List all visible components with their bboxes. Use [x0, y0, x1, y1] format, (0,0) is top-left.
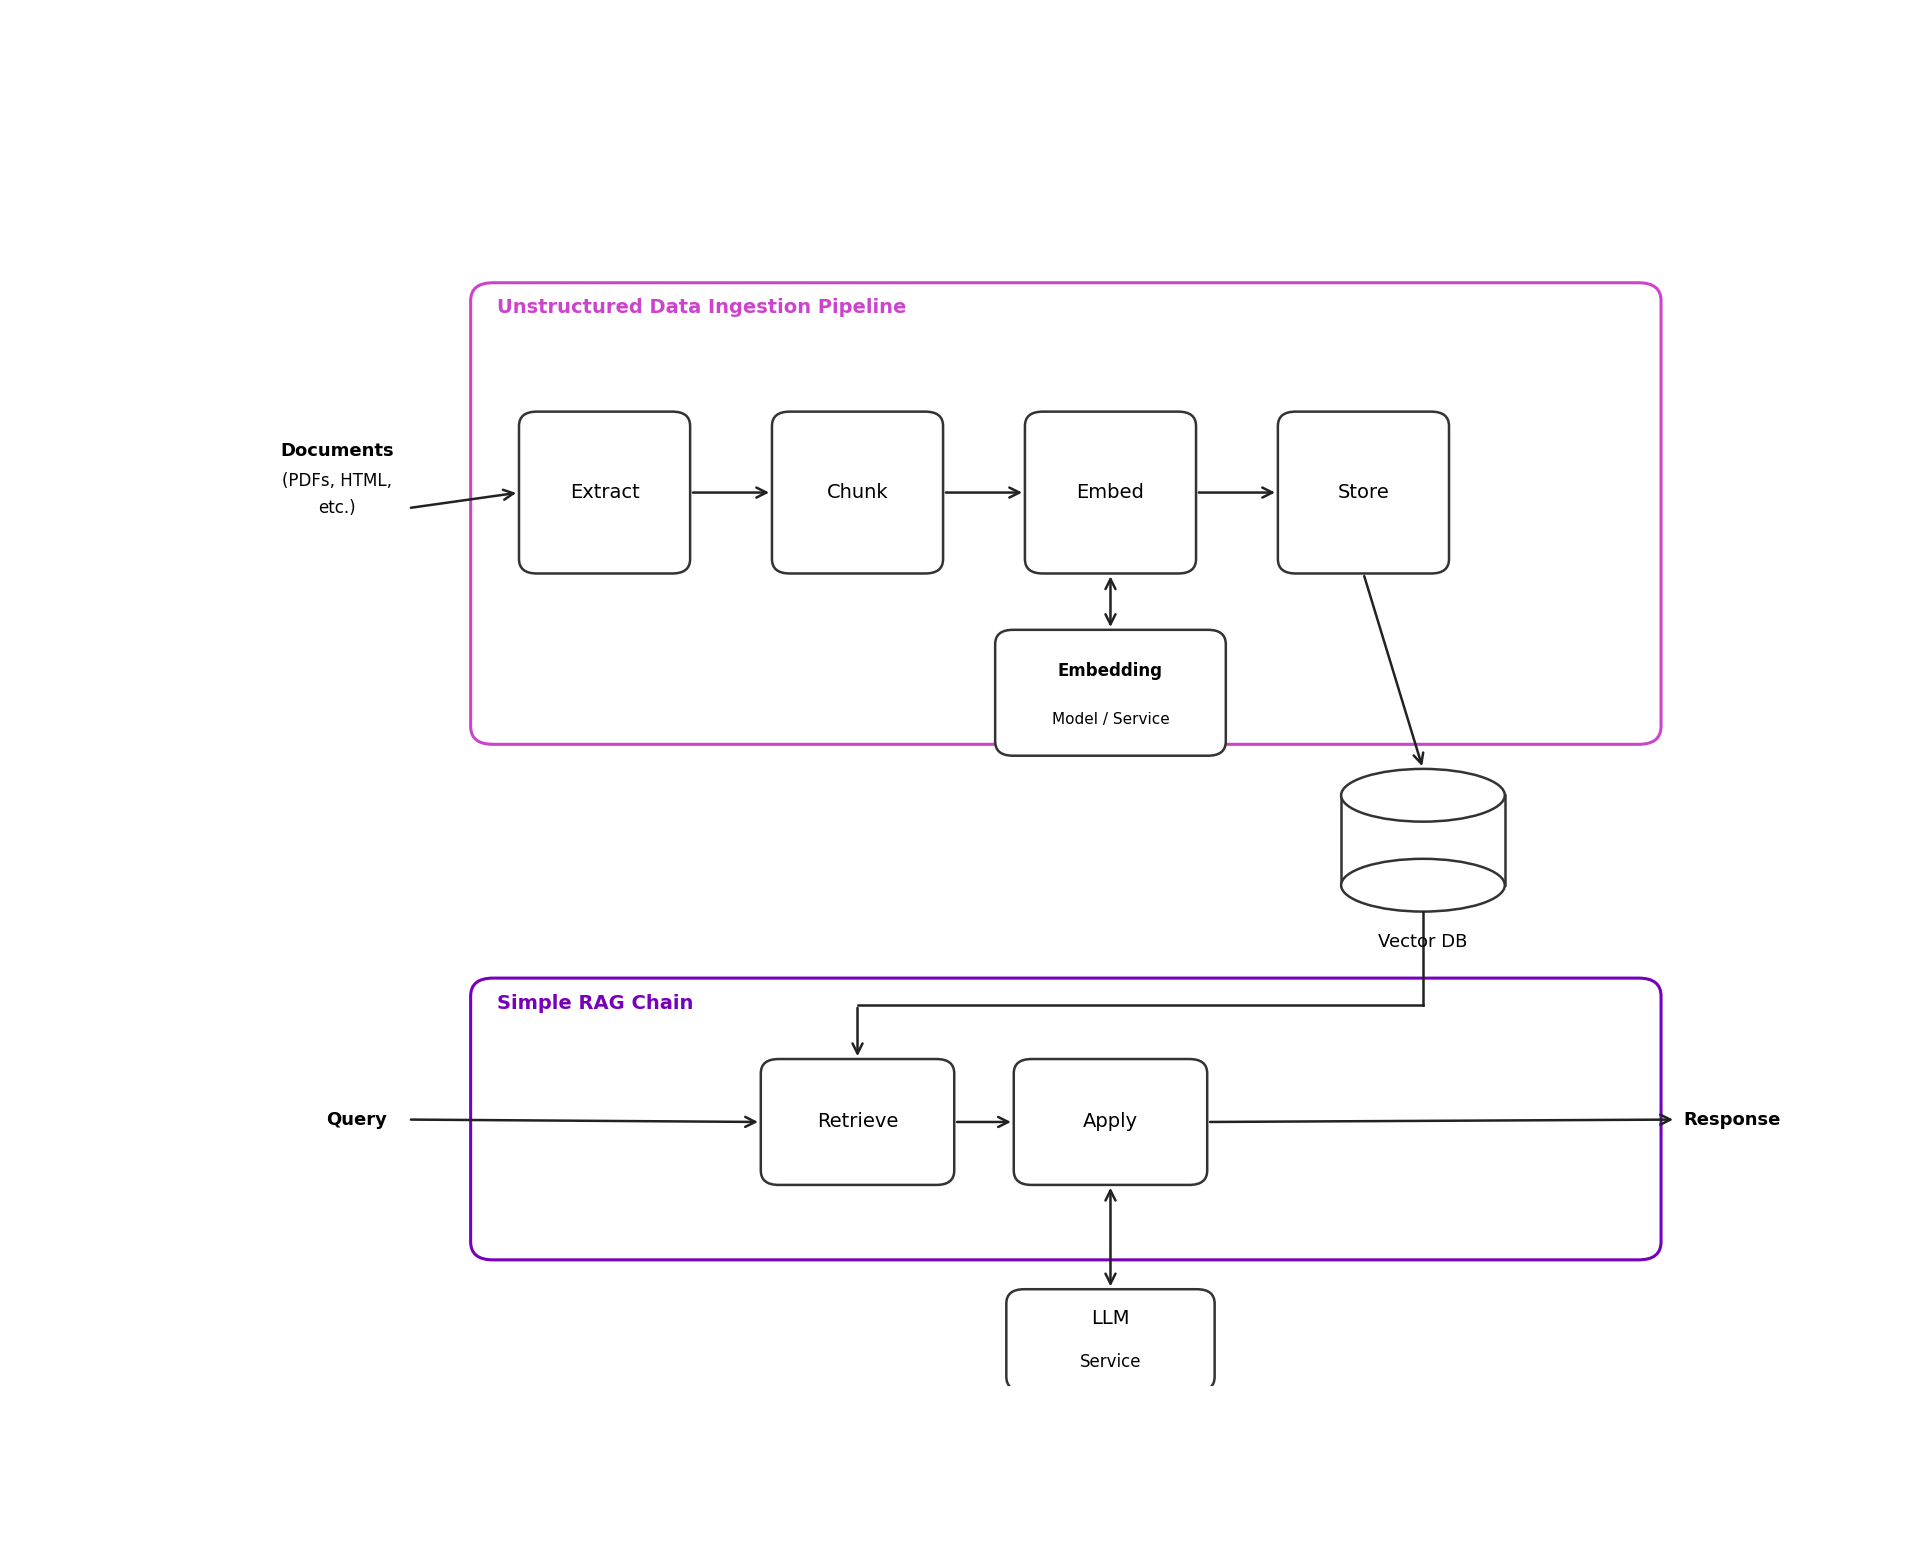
Text: etc.): etc.) — [319, 500, 355, 517]
Text: Embed: Embed — [1077, 483, 1144, 501]
Text: LLM: LLM — [1091, 1309, 1129, 1328]
Bar — [1340, 796, 1505, 886]
FancyBboxPatch shape — [760, 1059, 954, 1185]
Ellipse shape — [1340, 769, 1505, 822]
Text: Store: Store — [1338, 483, 1390, 501]
FancyBboxPatch shape — [1279, 411, 1450, 573]
Text: Vector DB: Vector DB — [1379, 933, 1467, 951]
Text: Response: Response — [1684, 1110, 1780, 1129]
Text: Extract: Extract — [570, 483, 639, 501]
Ellipse shape — [1340, 859, 1505, 911]
FancyBboxPatch shape — [772, 411, 943, 573]
Text: Embedding: Embedding — [1058, 662, 1164, 680]
Text: Query: Query — [326, 1110, 388, 1129]
FancyBboxPatch shape — [995, 631, 1225, 755]
Text: Unstructured Data Ingestion Pipeline: Unstructured Data Ingestion Pipeline — [497, 299, 906, 318]
FancyBboxPatch shape — [1006, 1289, 1215, 1390]
FancyBboxPatch shape — [518, 411, 689, 573]
Text: Simple RAG Chain: Simple RAG Chain — [497, 993, 693, 1012]
Text: Chunk: Chunk — [828, 483, 889, 501]
Text: (PDFs, HTML,: (PDFs, HTML, — [282, 472, 392, 489]
FancyBboxPatch shape — [1025, 411, 1196, 573]
Text: Documents: Documents — [280, 442, 394, 459]
Text: Model / Service: Model / Service — [1052, 712, 1169, 727]
Text: Retrieve: Retrieve — [816, 1112, 899, 1132]
Text: Service: Service — [1079, 1353, 1140, 1370]
FancyBboxPatch shape — [1014, 1059, 1208, 1185]
Text: Apply: Apply — [1083, 1112, 1139, 1132]
